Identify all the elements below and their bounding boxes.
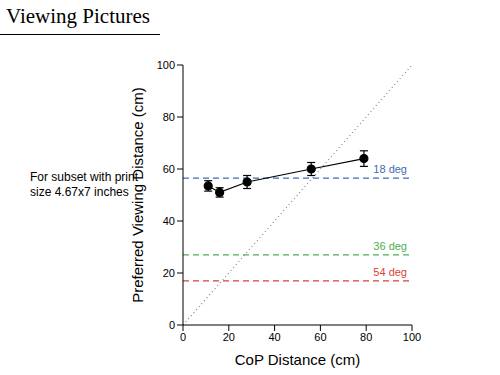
svg-text:18 deg: 18 deg xyxy=(373,163,407,175)
svg-text:80: 80 xyxy=(163,111,175,123)
svg-text:36 deg: 36 deg xyxy=(373,240,407,252)
svg-text:0: 0 xyxy=(169,319,175,331)
svg-text:0: 0 xyxy=(180,331,186,343)
svg-text:60: 60 xyxy=(314,331,326,343)
svg-text:Preferred Viewing Distance (cm: Preferred Viewing Distance (cm) xyxy=(130,87,146,303)
svg-text:40: 40 xyxy=(163,215,175,227)
svg-text:60: 60 xyxy=(163,163,175,175)
html-text:Viewing Pictures: Viewing Pictures xyxy=(6,4,150,28)
svg-text:20: 20 xyxy=(223,331,235,343)
svg-text:100: 100 xyxy=(157,59,175,71)
html-text:For subset with print size 4.6: For subset with print size 4.67x7 inches xyxy=(30,170,138,199)
svg-text:80: 80 xyxy=(360,331,372,343)
svg-text:CoP Distance (cm): CoP Distance (cm) xyxy=(235,351,361,368)
svg-text:20: 20 xyxy=(163,267,175,279)
svg-text:40: 40 xyxy=(268,331,280,343)
svg-text:54 deg: 54 deg xyxy=(373,266,407,278)
svg-text:100: 100 xyxy=(403,331,421,343)
